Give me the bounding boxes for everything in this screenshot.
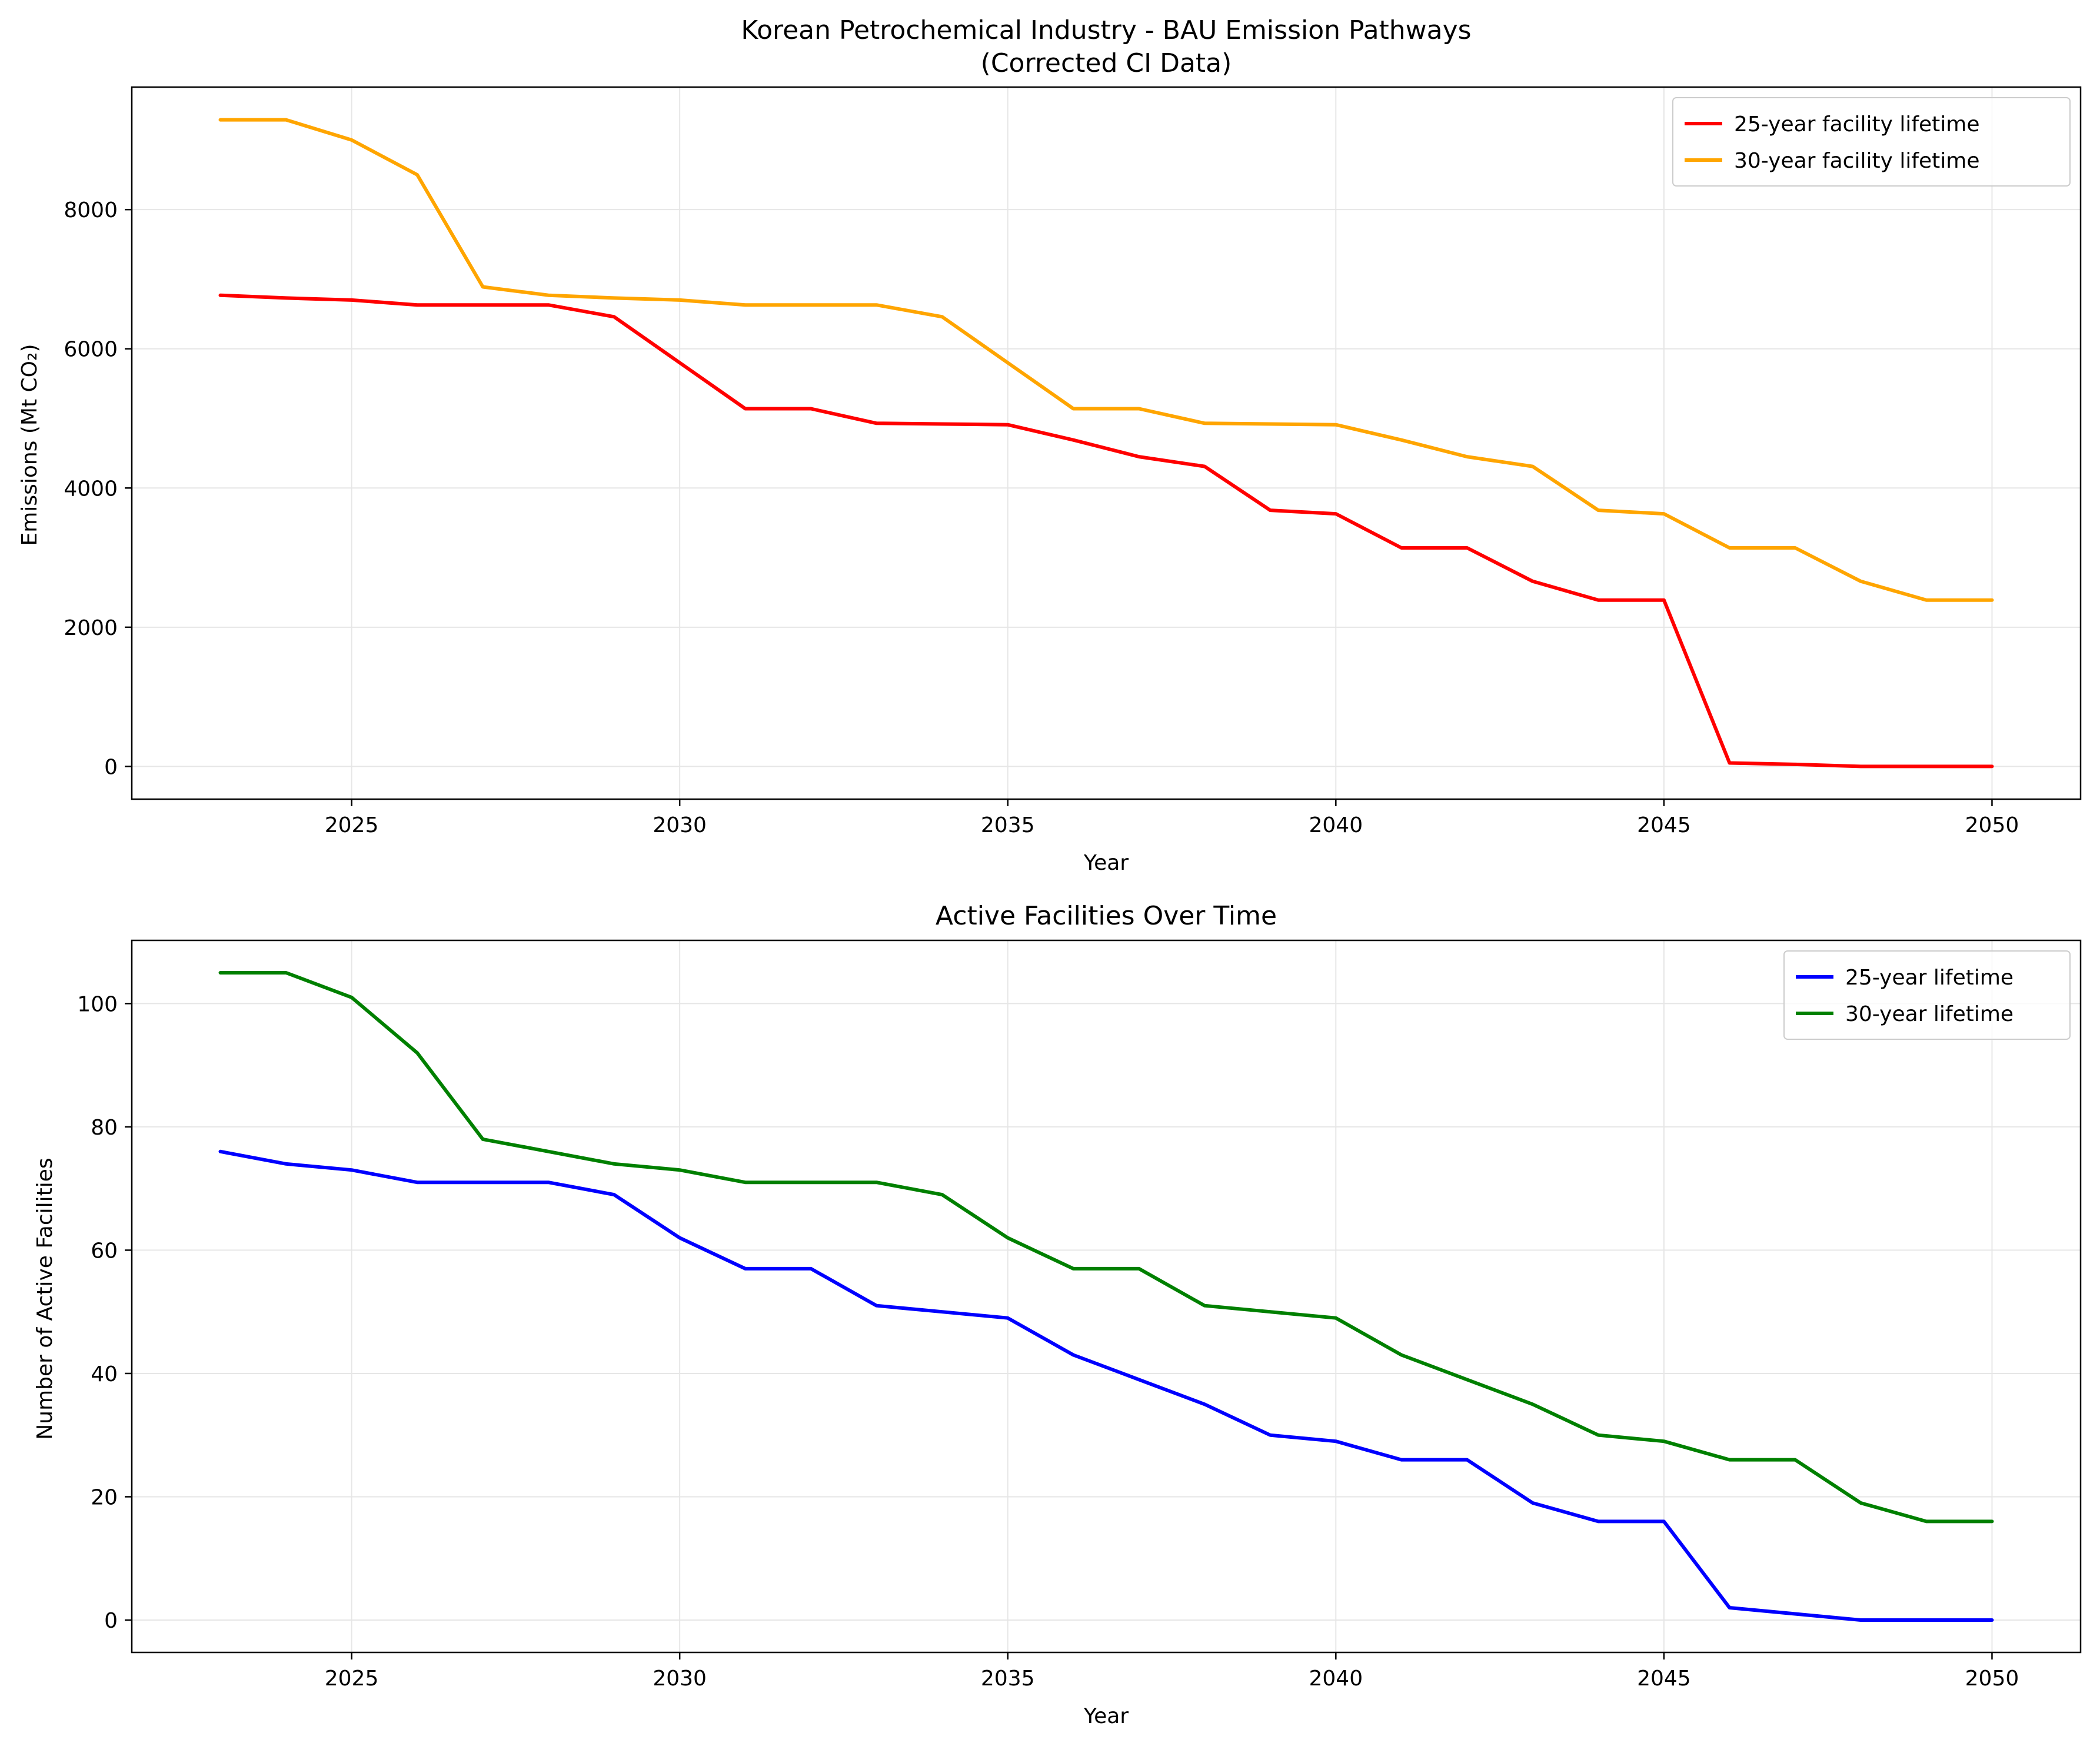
emissions-plot: 2025 2030 2035 2040 2045 2050 0 2000 4000 6000 800… [64, 86, 2082, 837]
chart1-xtick-label: 2035 [981, 813, 1035, 837]
chart2-xtick-label: 2035 [981, 1667, 1035, 1691]
chart1-legend-label-2: 30-year facility lifetime [1734, 149, 1979, 173]
chart2-title: Active Facilities Over Time [936, 901, 1277, 931]
chart2-ytick-label: 100 [77, 992, 118, 1016]
facilities-plot: 2025 2030 2035 2040 2045 205002040608010025-y… [77, 939, 2082, 1691]
chart1-xtick-label: 2025 [325, 813, 379, 837]
chart2-legend: 25-year lifetime 30-year lifetime [1783, 950, 2071, 1040]
chart1-xtick-label: 2045 [1637, 813, 1691, 837]
chart2-xtick-label: 2050 [1965, 1667, 2019, 1691]
chart1-xtick-label: 2040 [1309, 813, 1363, 837]
chart1-subtitle: (Corrected CI Data) [981, 48, 1232, 78]
chart1-ytick-label: 0 [104, 755, 118, 779]
chart2-legend-box [1783, 950, 2071, 1040]
chart1-ytick-label: 2000 [64, 616, 118, 640]
chart1-series-line-2 [218, 118, 1994, 602]
chart2-ytick-label: 20 [91, 1485, 118, 1509]
chart1-ytick-label: 6000 [64, 338, 118, 362]
chart1-xtick-label: 2050 [1965, 813, 2019, 837]
chart2-axes-frame [131, 939, 2082, 1654]
chart1-axes-frame [131, 86, 2082, 800]
chart2-ytick-label: 60 [91, 1239, 118, 1263]
chart1-legend: 25-year facility lifetime 30-year facilit… [1672, 97, 2071, 187]
chart1-legend-label-1: 25-year facility lifetime [1734, 112, 1979, 137]
chart2-legend-label-1: 25-year lifetime [1845, 966, 2014, 990]
chart2-legend-label-2: 30-year lifetime [1845, 1002, 2014, 1026]
chart2-xtick-label: 2030 [653, 1667, 707, 1691]
chart1-xtick-label: 2030 [653, 813, 707, 837]
chart2-ytick-label: 80 [91, 1116, 118, 1140]
chart2-ytick-label: 0 [104, 1609, 118, 1633]
chart1-legend-box [1672, 97, 2071, 187]
chart2-xtick-label: 2025 [325, 1667, 379, 1691]
chart2-xlabel: Year [1083, 1704, 1129, 1728]
chart1-xlabel: Year [1083, 851, 1129, 875]
chart1-ytick-label: 8000 [64, 198, 118, 222]
chart2-xtick-label: 2040 [1309, 1667, 1363, 1691]
chart1-ylabel: Emissions (Mt CO₂) [18, 344, 42, 546]
chart1-title: Korean Petrochemical Industry - BAU Emis… [741, 15, 1471, 45]
chart2-ylabel: Number of Active Facilities [33, 1158, 57, 1439]
chart2-xtick-label: 2045 [1637, 1667, 1691, 1691]
chart2-series-line-2 [218, 971, 1994, 1524]
chart1-ytick-label: 4000 [64, 477, 118, 501]
chart1-series-line-1 [218, 293, 1994, 769]
chart2-series-line-1 [218, 1149, 1994, 1622]
chart2-ytick-label: 40 [91, 1362, 118, 1386]
